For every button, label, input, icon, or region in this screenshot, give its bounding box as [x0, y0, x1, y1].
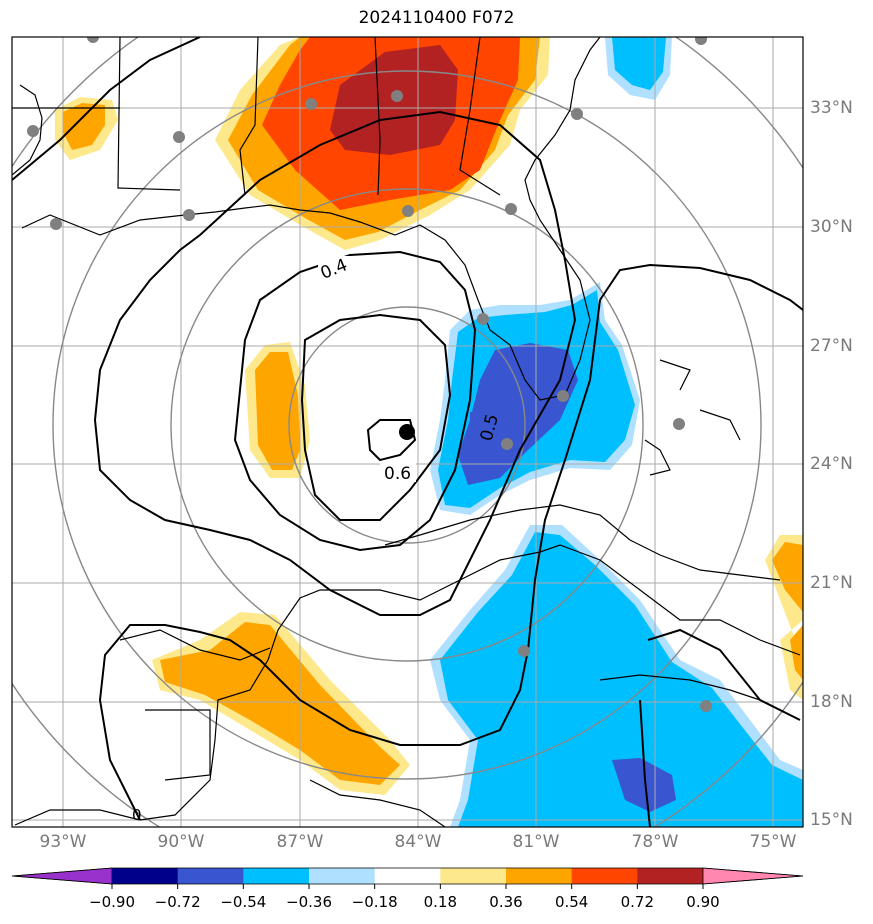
- lon-label-90w: 90°W: [157, 832, 205, 852]
- colorbar-segment: [243, 868, 310, 884]
- lon-label-75w: 75°W: [749, 832, 797, 852]
- lat-label-15n: 15°N: [810, 810, 853, 830]
- colorbar-tick-label: −0.54: [220, 893, 267, 911]
- station-marker: [87, 37, 99, 43]
- lon-label-93w: 93°W: [39, 832, 87, 852]
- lat-label-21n: 21°N: [810, 573, 853, 593]
- lat-label-24n: 24°N: [810, 454, 853, 474]
- station-marker: [50, 218, 62, 230]
- station-marker: [673, 418, 685, 430]
- colorbar-tick-label: −0.72: [154, 893, 201, 911]
- positive-anomaly-central-america: [152, 612, 410, 795]
- contour-label-0-6: 0.6: [384, 464, 411, 484]
- station-marker: [27, 125, 39, 137]
- negative-anomaly-caribbean: [430, 525, 803, 827]
- colorbar-tick-label: 0.36: [489, 893, 523, 911]
- colorbar-tick-label: −0.90: [89, 893, 135, 911]
- lon-label-78w: 78°W: [631, 832, 679, 852]
- positive-anomaly-gulf: [245, 342, 310, 478]
- station-marker: [183, 209, 195, 221]
- colorbar-tick-label: −0.18: [351, 893, 398, 911]
- station-marker: [571, 108, 583, 120]
- station-marker: [518, 645, 530, 657]
- colorbar-segment: [309, 868, 376, 884]
- colorbar-tick-label: 0.54: [554, 893, 589, 911]
- lon-label-81w: 81°W: [512, 832, 560, 852]
- station-marker: [305, 98, 317, 110]
- colorbar-segment: [177, 868, 244, 884]
- colorbar-extend-low: [11, 867, 113, 885]
- colorbar-segment: [506, 868, 573, 884]
- station-marker: [391, 90, 403, 102]
- contour-lines: [12, 37, 803, 827]
- colorbar-tick-label: 0.72: [620, 893, 655, 911]
- lat-label-30n: 30°N: [810, 217, 853, 237]
- colorbar-extend-high: [702, 867, 804, 885]
- map-frame: [11, 36, 804, 828]
- station-markers: [27, 37, 712, 712]
- colorbar-segment: [112, 868, 179, 884]
- colorbar-tick-label: 0.18: [423, 893, 458, 911]
- lon-label-87w: 87°W: [276, 832, 324, 852]
- negative-anomaly-florida: [430, 282, 640, 515]
- station-marker: [695, 37, 707, 45]
- lat-label-18n: 18°N: [810, 692, 853, 712]
- lon-label-84w: 84°W: [394, 832, 442, 852]
- station-marker: [501, 438, 513, 450]
- colorbar-tick-label: 0.90: [686, 893, 720, 911]
- contour-label-0-small: 0: [132, 806, 142, 824]
- positive-anomaly-east: [765, 535, 803, 700]
- station-marker: [477, 313, 489, 325]
- colorbar-segment: [440, 868, 507, 884]
- coastlines: [12, 37, 801, 827]
- positive-anomaly-west: [55, 97, 118, 160]
- storm-center-marker: [399, 424, 415, 440]
- colorbar: [11, 867, 804, 889]
- positive-anomaly-north: [215, 37, 550, 250]
- lat-label-27n: 27°N: [810, 336, 853, 356]
- colorbar-segment: [637, 868, 704, 884]
- station-marker: [700, 700, 712, 712]
- station-marker: [173, 131, 185, 143]
- map-title: 2024110400 F072: [358, 8, 515, 28]
- contour-label-group: 0.4 0.5 0.6 0: [132, 255, 503, 824]
- station-marker: [402, 205, 414, 217]
- range-rings: [12, 37, 803, 827]
- station-marker: [557, 390, 569, 402]
- negative-anomaly-northeast: [605, 37, 672, 100]
- colorbar-tick-label: −0.36: [286, 893, 332, 911]
- lat-label-33n: 33°N: [810, 98, 853, 118]
- colorbar-segment: [374, 868, 441, 884]
- colorbar-segment: [571, 868, 638, 884]
- station-marker: [505, 203, 517, 215]
